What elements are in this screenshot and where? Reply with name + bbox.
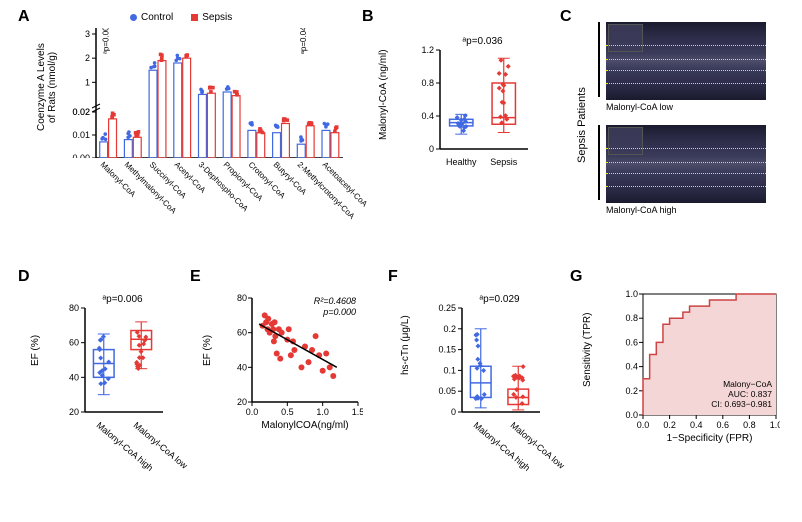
panel-g-ylabel: Sensitivity (TPR) [582, 300, 593, 400]
panel-b-plot: 00.40.81.2ᵃp=0.036 [410, 32, 530, 167]
panel-g-plot: 0.00.0 0.2 0.2 0.4 0.4 0.6 0.6 0.8 0.8 1.0 1.0 Malo… [615, 288, 780, 443]
svg-text:40: 40 [237, 362, 247, 372]
svg-text:ᵃp=0.036: ᵃp=0.036 [462, 36, 503, 47]
svg-text:60: 60 [237, 328, 247, 338]
panel-f-label: F [388, 268, 398, 286]
svg-text:0.0: 0.0 [637, 420, 650, 430]
svg-text:0.0: 0.0 [625, 410, 638, 420]
panel-d-label: D [18, 268, 30, 286]
panel-g-label: G [570, 268, 582, 286]
svg-text:3: 3 [85, 29, 90, 39]
svg-text:1−Specificity (FPR): 1−Specificity (FPR) [667, 433, 753, 443]
svg-text:60: 60 [69, 338, 79, 348]
panel-d-ylabel: EF (%) [30, 310, 41, 390]
svg-text:1.0: 1.0 [625, 289, 638, 299]
panel-c-side-label: Sepsis Patients [576, 65, 588, 185]
svg-text:p=0.000: p=0.000 [322, 307, 356, 317]
panel-e-ylabel: EF (%) [202, 310, 213, 390]
panel-e-plot: 20 40 60 80 0.0 0.5 1.0 1.5 R²=0.4608p=0.000 Malo… [228, 290, 363, 430]
svg-text:1.0: 1.0 [316, 407, 329, 417]
svg-text:0.05: 0.05 [438, 386, 456, 396]
svg-text:20: 20 [237, 397, 247, 407]
panel-a-label: A [18, 8, 30, 26]
svg-text:0.6: 0.6 [717, 420, 730, 430]
svg-text:0.8: 0.8 [421, 78, 434, 88]
panel-e-label: E [190, 268, 201, 286]
svg-text:1.0: 1.0 [770, 420, 780, 430]
panel-a-ylabel: Coenzyme A Levelsof Rats (nmol/g) [36, 42, 58, 132]
panel-c-echo-top: Malonyl-CoA low [600, 22, 780, 117]
svg-text:R²=0.4608: R²=0.4608 [314, 296, 356, 306]
svg-text:0.2: 0.2 [663, 420, 676, 430]
svg-text:1: 1 [85, 77, 90, 87]
svg-text:0.4: 0.4 [690, 420, 703, 430]
svg-text:1.5: 1.5 [352, 407, 363, 417]
svg-text:80: 80 [237, 293, 247, 303]
svg-text:0.4: 0.4 [421, 111, 434, 121]
svg-text:0.15: 0.15 [438, 345, 456, 355]
svg-text:ᵃp=0.008: ᵃp=0.008 [101, 28, 110, 54]
svg-text:0.02: 0.02 [72, 107, 90, 117]
panel-c-label: C [560, 8, 572, 26]
svg-text:MalonylCOA(ng/ml): MalonylCOA(ng/ml) [261, 420, 348, 430]
svg-text:80: 80 [69, 303, 79, 313]
svg-text:0.1: 0.1 [443, 365, 456, 375]
svg-text:Malony−CoA: Malony−CoA [723, 379, 772, 389]
svg-text:0.01: 0.01 [72, 130, 90, 140]
panel-a-legend: Control Sepsis [130, 12, 232, 23]
svg-text:ᵃp=0.006: ᵃp=0.006 [102, 294, 143, 305]
svg-text:0.8: 0.8 [743, 420, 756, 430]
panel-f-ylabel: hs-cTn (μg/L) [400, 300, 411, 390]
svg-text:40: 40 [69, 372, 79, 382]
panel-a-plot: 0.021230.000.010.02ᵃp=0.008ᵃp=0.044 [68, 28, 343, 158]
panel-c-echo-bottom: Malonyl-CoA high [600, 125, 780, 220]
svg-text:0.25: 0.25 [438, 303, 456, 313]
svg-text:1.2: 1.2 [421, 45, 434, 55]
svg-text:0.2: 0.2 [443, 324, 456, 334]
svg-text:ᵃp=0.044: ᵃp=0.044 [299, 28, 308, 54]
svg-text:0.00: 0.00 [72, 153, 90, 158]
svg-text:0.0: 0.0 [246, 407, 259, 417]
panel-f-plot: 00.050.10.150.20.25ᵃp=0.029 [432, 290, 542, 430]
svg-text:ᵃp=0.029: ᵃp=0.029 [479, 294, 520, 305]
panel-b-ylabel: Malonyl-CoA (ng/ml) [378, 45, 389, 145]
svg-text:0.4: 0.4 [625, 362, 638, 372]
panel-d-plot: 20406080ᵃp=0.006 [55, 290, 165, 430]
svg-text:2: 2 [85, 53, 90, 63]
svg-text:0.6: 0.6 [625, 337, 638, 347]
svg-text:0.5: 0.5 [281, 407, 294, 417]
svg-text:AUC: 0.837: AUC: 0.837 [728, 389, 772, 399]
svg-text:0.8: 0.8 [625, 313, 638, 323]
svg-text:CI: 0.693−0.981: CI: 0.693−0.981 [711, 399, 772, 409]
panel-b-label: B [362, 8, 374, 26]
svg-text:0.2: 0.2 [625, 386, 638, 396]
